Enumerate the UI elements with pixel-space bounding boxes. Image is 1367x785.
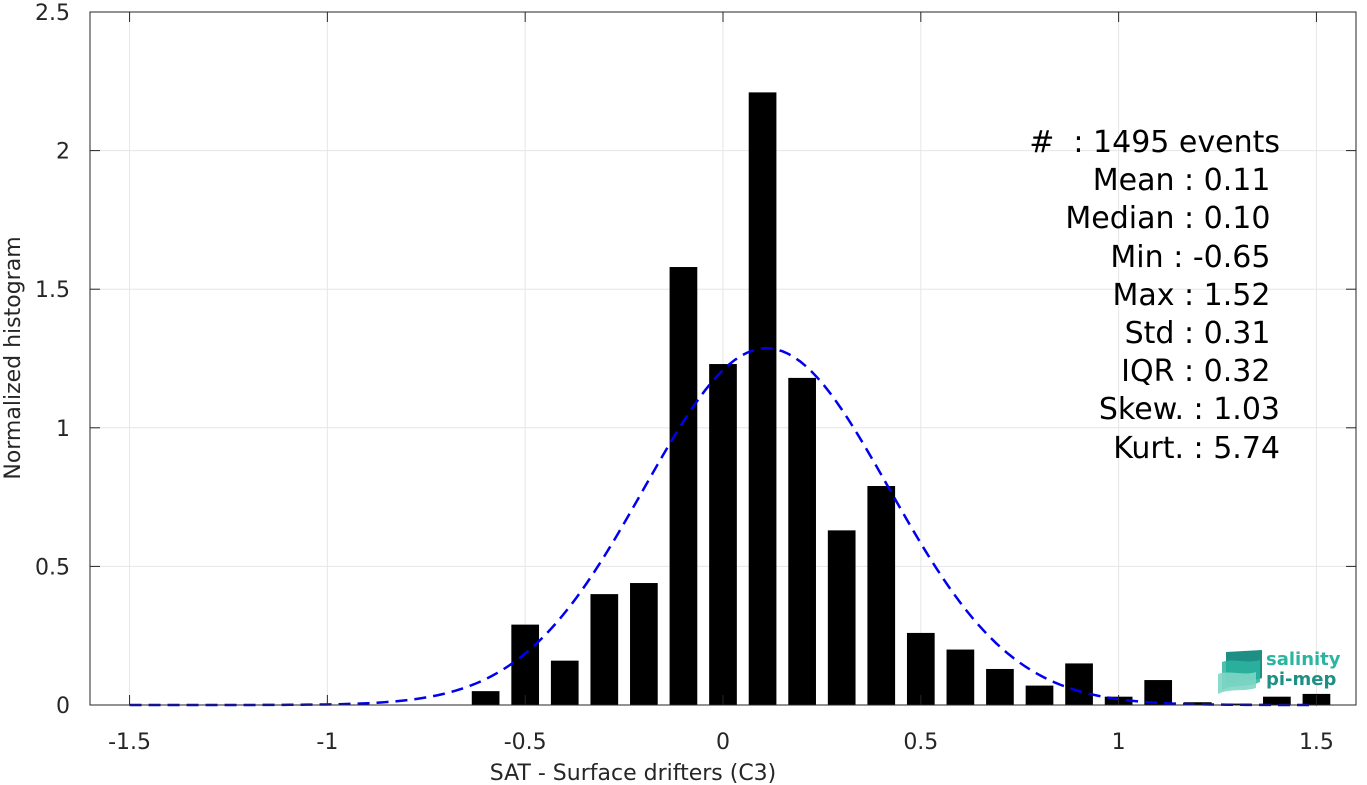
histogram-bar — [867, 486, 896, 705]
stat-min: Min : -0.65 — [1110, 239, 1280, 275]
statistics-panel: # : 1495 events Mean : 0.11 Median : 0.1… — [940, 124, 1280, 468]
stat-skew: Skew. : 1.03 — [1098, 392, 1280, 428]
logo-line-pimep: pi-mep — [1266, 669, 1337, 690]
histogram-bar — [590, 594, 619, 705]
y-tick-label: 0 — [56, 694, 70, 719]
stat-events: # : 1495 events — [1029, 125, 1280, 160]
histogram-bar — [827, 530, 856, 705]
stat-iqr: IQR : 0.32 — [1121, 354, 1280, 390]
x-tick-label: 0 — [716, 730, 730, 755]
y-tick-label: 1.5 — [35, 278, 70, 303]
histogram-bar — [550, 660, 579, 705]
y-tick-label: 0.5 — [35, 555, 70, 580]
histogram-bar — [906, 632, 935, 705]
y-tick-label: 1 — [56, 417, 70, 442]
x-tick-label: -1.5 — [108, 730, 151, 755]
histogram-bar — [946, 649, 975, 705]
stat-median: Median : 0.10 — [1065, 201, 1280, 237]
x-tick-label: 0.5 — [903, 730, 938, 755]
histogram-bar — [1025, 685, 1054, 705]
histogram-bar — [1183, 702, 1212, 705]
y-axis-label: Normalized histogram — [1, 236, 26, 479]
logo-line-salinity: salinity — [1266, 649, 1341, 670]
stat-kurt: Kurt. : 5.74 — [1113, 430, 1280, 466]
x-tick-label: -0.5 — [504, 730, 547, 755]
histogram-bar — [1065, 663, 1093, 705]
histogram-bar — [1223, 703, 1252, 705]
histogram-bar — [630, 583, 658, 705]
histogram-bar — [471, 691, 500, 705]
histogram-bar — [511, 624, 540, 705]
stat-mean: Mean : 0.11 — [1092, 163, 1280, 199]
waves-logo-icon — [1218, 650, 1262, 694]
histogram-bar — [669, 267, 698, 705]
x-axis-label: SAT - Surface drifters (C3) — [490, 761, 777, 785]
histogram-bar — [709, 364, 737, 705]
histogram-bar — [748, 92, 777, 705]
x-tick-label: 1 — [1112, 730, 1126, 755]
x-tick-label: -1 — [316, 730, 338, 755]
stat-max: Max : 1.52 — [1112, 277, 1280, 313]
histogram-bar — [1144, 680, 1173, 705]
axis-ticks: -1.5 -1 -0.5 0 0.5 1 1.5 0 0.5 1 1.5 2 2.5 — [35, 1, 1356, 755]
y-tick-label: 2 — [56, 140, 70, 165]
x-tick-label: 1.5 — [1299, 730, 1334, 755]
stat-std: Std : 0.31 — [1124, 316, 1280, 352]
salinity-pimep-logo: salinity pi-mep — [1216, 648, 1346, 694]
histogram-bar — [788, 377, 816, 705]
histogram-bar — [986, 668, 1014, 705]
histogram-bars — [471, 92, 1331, 705]
histogram-bar — [1263, 696, 1291, 705]
y-tick-label: 2.5 — [35, 1, 70, 26]
